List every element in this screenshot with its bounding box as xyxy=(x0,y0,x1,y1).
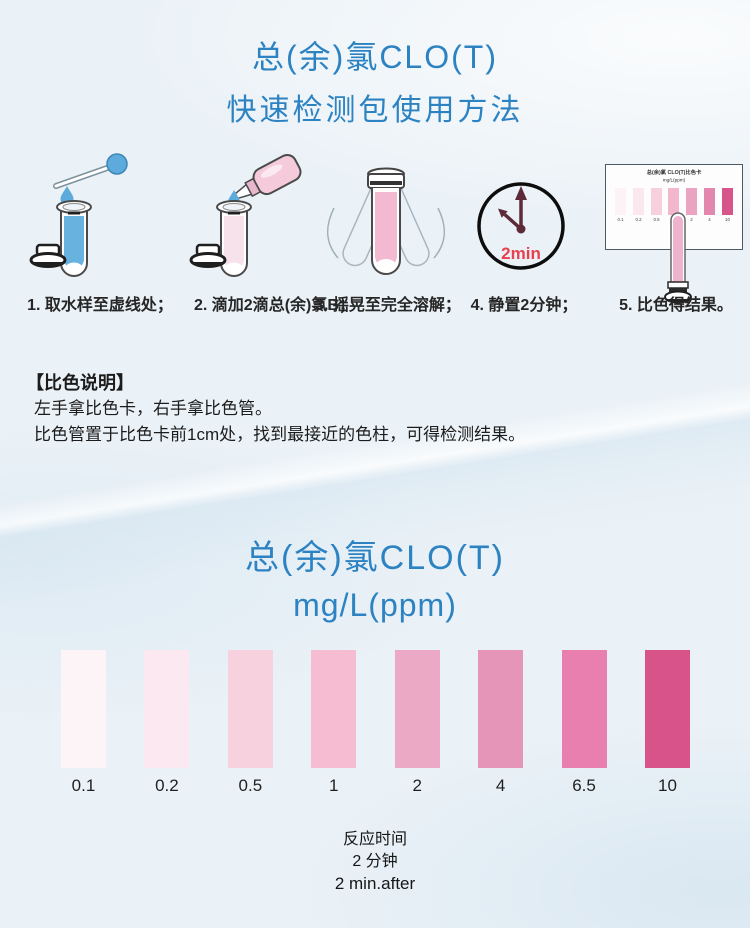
note-heading: 【比色说明】 xyxy=(26,373,134,393)
step-2-caption: 2. 滴加2滴总(余)氯B； xyxy=(194,297,355,314)
step3-illustration xyxy=(326,167,446,275)
mini-swatch-value: 2 xyxy=(690,217,694,222)
mini-swatch-value: 4 xyxy=(708,217,711,222)
mini-card-swatches: 0.1 0.2 0.5 1 2 4 xyxy=(606,188,742,226)
page-title-line2: 快速检测包使用方法 xyxy=(226,94,524,127)
mini-card-subtitle: mg/L(ppm) xyxy=(662,177,686,183)
reaction-time-line3: 2 min.after xyxy=(334,874,416,893)
mini-swatch: 0.1 xyxy=(615,188,626,226)
color-scale-item: 6.5 xyxy=(561,650,607,800)
pipette-icon xyxy=(53,153,128,189)
color-swatch-value: 0.2 xyxy=(155,776,179,795)
color-scale: 0.1 0.2 0.5 1 2 4 6.5 10 xyxy=(61,650,690,800)
mini-swatch-value: 10 xyxy=(725,217,730,222)
mini-swatch-color xyxy=(615,188,626,215)
color-swatch xyxy=(394,650,440,768)
mini-swatch-color xyxy=(704,188,716,215)
page-title: 总(余)氯CLO(T) 快速检测包使用方法 xyxy=(0,32,750,129)
color-swatch xyxy=(61,650,106,768)
color-scale-item: 10 xyxy=(644,650,690,800)
mini-swatch-value: 0.5 xyxy=(653,217,660,222)
comparison-tube-icon xyxy=(664,212,692,304)
mini-swatch-color xyxy=(721,188,733,215)
color-swatch-value: 2 xyxy=(412,776,422,795)
step-5: 总(余)氯 CLO(T)比色卡 mg/L(ppm) 0.1 0.2 0.5 xyxy=(601,150,750,315)
mini-card-title: 总(余)氯 CLO(T)比色卡 xyxy=(646,169,702,176)
color-chart-title: 总(余)氯CLO(T) mg/L(ppm) xyxy=(0,530,750,624)
clock-icon: 2min xyxy=(477,182,565,270)
color-swatch-value: 10 xyxy=(657,776,677,795)
mini-swatch-value: 0.1 xyxy=(617,217,624,222)
color-swatch xyxy=(478,650,524,768)
reaction-time-note: 反应时间 2 分钟 2 min.after xyxy=(0,829,750,895)
step-1-caption: 1. 取水样至虚线处； xyxy=(27,297,173,314)
mini-swatch-color xyxy=(632,188,644,215)
mini-swatch-value: 0.2 xyxy=(635,217,642,222)
test-tube-shaken xyxy=(367,167,405,275)
color-swatch xyxy=(644,650,690,768)
steps-row: 1. 取水样至虚线处； xyxy=(0,150,750,315)
tube-cap-icon xyxy=(189,243,227,268)
fill-line-mark xyxy=(68,211,80,215)
fill-line-mark xyxy=(228,211,240,215)
clock-label: 2min xyxy=(501,244,541,263)
test-tube-blue xyxy=(56,200,92,277)
step2-illustration xyxy=(189,153,302,277)
color-swatch-value: 0.5 xyxy=(238,776,263,795)
mini-swatch-color xyxy=(686,188,698,215)
mini-swatch: 4 xyxy=(704,188,716,226)
note-line1: 左手拿比色卡，右手拿比色管。 xyxy=(34,399,272,418)
color-swatch xyxy=(561,650,607,768)
note-line2: 比色管置于比色卡前1cm处，找到最接近的色柱，可得检测结果。 xyxy=(34,425,526,444)
mini-swatch-color xyxy=(650,188,662,215)
color-swatch xyxy=(227,650,273,768)
step-4: 2min 4. 静置2分钟； xyxy=(454,150,594,315)
color-scale-item: 2 xyxy=(394,650,440,800)
color-scale-item: 1 xyxy=(311,650,357,800)
color-scale-item: 4 xyxy=(478,650,524,800)
color-swatch-value: 6.5 xyxy=(572,776,596,795)
test-tube-pale-pink xyxy=(216,200,252,277)
color-swatch xyxy=(311,650,357,768)
mini-swatch: 2 xyxy=(686,188,698,226)
step-4-caption: 4. 静置2分钟； xyxy=(470,297,578,314)
color-swatch xyxy=(144,650,190,768)
step-5-caption: 5. 比色得结果。 xyxy=(619,297,733,314)
step-3-caption: 3. 摇晃至完全溶解； xyxy=(315,297,461,314)
step-3: 3. 摇晃至完全溶解； xyxy=(313,150,463,315)
color-swatch-value: 0.1 xyxy=(71,776,96,795)
reagent-bottle-icon xyxy=(231,153,302,201)
mini-swatch-color xyxy=(668,188,680,215)
shake-ghost-tubes xyxy=(326,173,446,267)
color-scale-item: 0.5 xyxy=(227,650,273,800)
mini-swatch: 10 xyxy=(721,188,733,226)
reaction-time-line1: 反应时间 xyxy=(342,831,407,848)
color-scale-item: 0.1 xyxy=(61,650,106,800)
comparison-note: 【比色说明】 左手拿比色卡，右手拿比色管。 比色管置于比色卡前1cm处，找到最接… xyxy=(26,370,525,448)
tube-cap-icon xyxy=(29,243,67,268)
step-2: 2. 滴加2滴总(余)氯B； xyxy=(189,150,355,315)
color-chart-title-line2: mg/L(ppm) xyxy=(293,587,457,623)
color-chart-title-line1: 总(余)氯CLO(T) xyxy=(245,539,505,577)
color-scale-item: 0.2 xyxy=(144,650,190,800)
mini-swatch: 0.2 xyxy=(632,188,644,226)
step-1: 1. 取水样至虚线处； xyxy=(10,150,190,315)
reaction-time-line2: 2 分钟 xyxy=(352,853,398,870)
color-swatch-value: 1 xyxy=(329,776,339,795)
step1-illustration xyxy=(29,153,128,277)
mini-swatch: 0.5 xyxy=(650,188,662,226)
color-swatch-value: 4 xyxy=(495,776,506,795)
page-title-line1: 总(余)氯CLO(T) xyxy=(252,39,498,75)
